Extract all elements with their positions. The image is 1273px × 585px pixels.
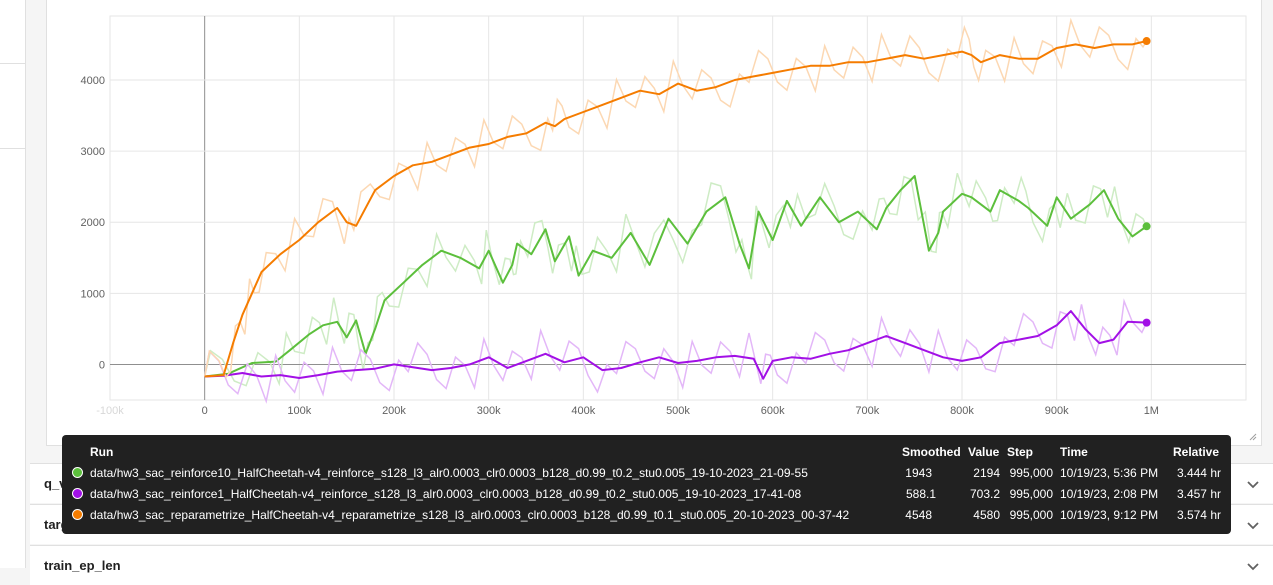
x-tick-label: 400k <box>571 405 595 417</box>
x-tick-label: 700k <box>855 405 879 417</box>
x-tick-label: 900k <box>1045 405 1069 417</box>
run-name: data/hw3_sac_reparametrize_HalfCheetah-v… <box>90 508 850 522</box>
raw-series-line <box>203 172 1148 387</box>
time-value: 10/19/23, 2:08 PM <box>1060 487 1159 501</box>
raw-series-line <box>203 17 1148 379</box>
relative-value: 3.444 hr <box>1176 466 1221 480</box>
line-chart[interactable]: -100k 0 100k 200k 300k 400k 500k 600k 700k 800k 90… <box>0 0 1273 568</box>
resize-handle-icon[interactable] <box>1249 433 1257 441</box>
x-tick-label: 800k <box>950 405 974 417</box>
series-line <box>204 40 1147 378</box>
y-tick-label: 0 <box>99 359 105 371</box>
chevron-down-icon[interactable] <box>1245 476 1261 492</box>
x-tick-label: 200k <box>382 405 406 417</box>
sidebar-divider <box>0 63 26 64</box>
x-tick-label: 0 <box>202 405 208 417</box>
relative-value: 3.574 hr <box>1176 508 1221 522</box>
series-end-point <box>1142 37 1151 46</box>
run-name: data/hw3_sac_reinforce1_HalfCheetah-v4_r… <box>90 487 802 501</box>
step-value: 995,000 <box>1009 466 1053 480</box>
raw-value: 2194 <box>973 466 1000 480</box>
raw-value: 703.2 <box>969 487 1000 501</box>
y-tick-label: 2000 <box>81 217 105 229</box>
y-tick-label: 3000 <box>81 146 105 158</box>
run-name: data/hw3_sac_reinforce10_HalfCheetah-v4_… <box>90 466 808 480</box>
raw-series-line <box>203 298 1148 404</box>
relative-value: 3.457 hr <box>1176 487 1221 501</box>
tooltip-header-relative: Relative <box>1173 445 1220 459</box>
chart-axes: -100k 0 100k 200k 300k 400k 500k 600k 700k 800k 90… <box>81 75 1159 417</box>
tooltip-header-value: Value <box>968 445 1000 459</box>
series-color-dot <box>72 488 83 499</box>
x-tick-label: 100k <box>287 405 311 417</box>
smoothed-value: 4548 <box>905 508 932 522</box>
tooltip-header-run: Run <box>90 445 114 459</box>
series-end-point <box>1142 222 1151 231</box>
tooltip-header-step: Step <box>1007 445 1034 459</box>
left-sidebar <box>0 0 26 568</box>
x-tick-label: 300k <box>477 405 501 417</box>
time-value: 10/19/23, 9:12 PM <box>1060 508 1159 522</box>
y-tick-label: 1000 <box>81 288 105 300</box>
series-color-dot <box>72 467 83 478</box>
y-tick-label: 4000 <box>81 75 105 87</box>
tooltip-header-smoothed: Smoothed <box>902 445 961 459</box>
smoothed-value: 1943 <box>905 466 932 480</box>
series-line <box>204 310 1147 380</box>
chart-series <box>203 17 1151 404</box>
series-line <box>204 175 1148 378</box>
chart-grid <box>109 15 1247 401</box>
chart-tooltip: Run Smoothed Value Step Time Relative da… <box>62 435 1231 534</box>
x-tick-label: 600k <box>761 405 785 417</box>
tooltip-header-time: Time <box>1060 445 1088 459</box>
series-color-dot <box>72 509 83 520</box>
step-value: 995,000 <box>1009 508 1053 522</box>
x-tick-label: 500k <box>666 405 690 417</box>
sidebar-divider <box>0 148 26 149</box>
chevron-down-icon[interactable] <box>1245 517 1261 533</box>
step-value: 995,000 <box>1009 487 1053 501</box>
raw-value: 4580 <box>973 508 1000 522</box>
time-value: 10/19/23, 5:36 PM <box>1060 466 1159 480</box>
x-tick-label: -100k <box>96 405 124 417</box>
series-end-point <box>1142 318 1151 327</box>
x-tick-label: 1M <box>1144 405 1159 417</box>
smoothed-value: 588.1 <box>905 487 936 501</box>
